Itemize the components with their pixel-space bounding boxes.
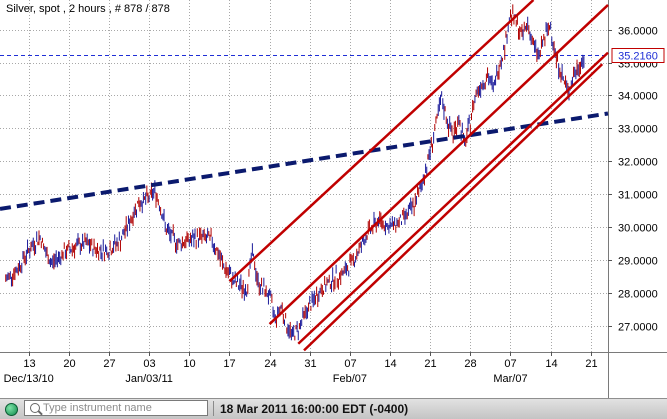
instrument-search[interactable]	[24, 400, 208, 416]
connection-status-icon	[5, 403, 18, 416]
last-price-marker	[611, 48, 665, 63]
y-tick-label: 27.0000	[618, 322, 658, 334]
price-chart[interactable]: 27.0000 28.0000 29.0000 30.0000 31.0000 32.00…	[0, 0, 667, 398]
instrument-name: Silver, spot	[6, 3, 60, 15]
y-axis-panel	[608, 0, 667, 398]
y-tick-label: 36.0000	[618, 26, 658, 38]
x-tick-label: 07	[344, 358, 356, 370]
y-tick-label: 33.0000	[618, 124, 658, 136]
x-tick-label: 03	[143, 358, 155, 370]
chart-window[interactable]: 27.0000 28.0000 29.0000 30.0000 31.0000 32.00…	[0, 0, 667, 398]
toolbar-divider	[213, 401, 214, 416]
x-tick-label: 14	[384, 358, 396, 370]
x-tick-label: 07	[504, 358, 516, 370]
instrument-label: Silver, spot , 2 hours , # 878 / 878	[6, 3, 170, 15]
x-tick-label: 13	[23, 358, 35, 370]
channel-line	[228, 0, 535, 283]
channel-line	[268, 4, 609, 325]
instrument-interval: 2 hours	[68, 3, 106, 15]
x-tick-label: 28	[464, 358, 476, 370]
x-tick-label: 17	[223, 358, 235, 370]
channel-line	[303, 63, 604, 352]
x-tick-label: 10	[183, 358, 195, 370]
trend-line	[0, 111, 609, 211]
y-tick-label: 31.0000	[618, 190, 658, 202]
y-tick-label: 32.0000	[618, 157, 658, 169]
y-tick-label: 29.0000	[618, 256, 658, 268]
x-tick-label: 21	[424, 358, 436, 370]
y-tick-label: 28.0000	[618, 289, 658, 301]
last-price-label: 35.2160	[618, 51, 658, 63]
status-bar: 18 Mar 2011 16:00:00 EDT (-0400)	[0, 398, 667, 419]
channel-line	[297, 51, 609, 345]
x-tick-label: 27	[103, 358, 115, 370]
y-tick-label: 30.0000	[618, 223, 658, 235]
x-period-label: Dec/13/10	[4, 373, 54, 385]
x-period-label: Jan/03/11	[125, 373, 173, 385]
x-tick-label: 24	[264, 358, 276, 370]
y-tick-label: 34.0000	[618, 91, 658, 103]
x-period-label: Mar/07	[493, 373, 527, 385]
x-tick-label: 14	[545, 358, 557, 370]
instrument-search-input[interactable]	[43, 402, 203, 414]
x-tick-label: 31	[304, 358, 316, 370]
x-tick-label: 21	[585, 358, 597, 370]
plot-area	[0, 0, 608, 352]
x-period-label: Feb/07	[333, 373, 367, 385]
cursor-timestamp: 18 Mar 2011 16:00:00 EDT (-0400)	[220, 402, 409, 416]
bar-count: # 878 / 878	[114, 3, 170, 15]
x-tick-label: 20	[63, 358, 75, 370]
search-icon	[30, 403, 40, 413]
